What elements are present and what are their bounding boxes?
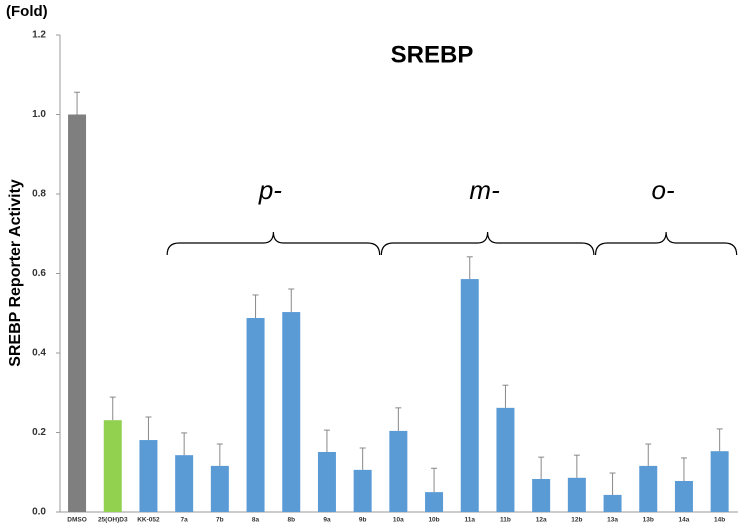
y-tick-label: 1.0 [32, 109, 46, 120]
x-tick-label: 11b [500, 517, 511, 524]
bar [139, 440, 158, 512]
bar [175, 455, 194, 512]
x-tick-label: 8a [252, 517, 260, 524]
chart-title: SREBP [391, 41, 474, 68]
bar [460, 279, 479, 512]
x-tick-label: 11a [465, 517, 476, 524]
x-tick-label: 10a [393, 517, 404, 524]
bar [389, 430, 408, 512]
bar [210, 465, 229, 512]
bar [496, 407, 515, 512]
bar [639, 465, 658, 512]
bar [532, 479, 551, 512]
bar [603, 494, 622, 512]
y-tick-label: 0.4 [32, 348, 46, 359]
bar [246, 318, 265, 512]
y-tick-label: 1.2 [32, 30, 46, 41]
x-tick-label: 10b [428, 517, 439, 524]
bar [425, 492, 444, 512]
x-tick-label: 14b [714, 517, 725, 524]
x-tick-label: 7a [181, 517, 189, 524]
y-axis-label: SREBP Reporter Activity [7, 179, 24, 367]
bar [317, 451, 336, 512]
y-tick-label: 0.0 [32, 507, 46, 518]
x-tick-label: 9b [359, 517, 367, 524]
y-tick-label: 0.8 [32, 189, 46, 200]
bar [103, 420, 122, 512]
y-tick-label: 0.2 [32, 427, 46, 438]
bar [68, 114, 87, 512]
x-tick-label: 12b [571, 517, 582, 524]
bar [353, 469, 372, 512]
group-label: o- [652, 175, 675, 205]
x-tick-label: 9a [323, 517, 331, 524]
group-label: m- [469, 175, 500, 205]
x-tick-label: 7b [216, 517, 224, 524]
x-tick-label: 12a [536, 517, 547, 524]
group-brace [594, 231, 738, 256]
group-brace [166, 231, 381, 256]
bar [567, 477, 586, 512]
unit-label: (Fold) [6, 3, 48, 20]
y-tick-label: 0.6 [32, 268, 46, 279]
x-tick-label: DMSO [67, 517, 87, 524]
x-tick-label: KK-052 [137, 517, 160, 524]
bar [710, 451, 729, 512]
x-tick-label: 13b [643, 517, 654, 524]
bar [674, 480, 693, 512]
x-tick-label: 14a [679, 517, 690, 524]
x-tick-label: 8b [287, 517, 295, 524]
group-brace [380, 231, 595, 256]
group-label: p- [258, 175, 282, 205]
x-tick-label: 25(OH)D3 [98, 517, 128, 524]
bar [282, 312, 301, 512]
x-tick-label: 13a [607, 517, 618, 524]
